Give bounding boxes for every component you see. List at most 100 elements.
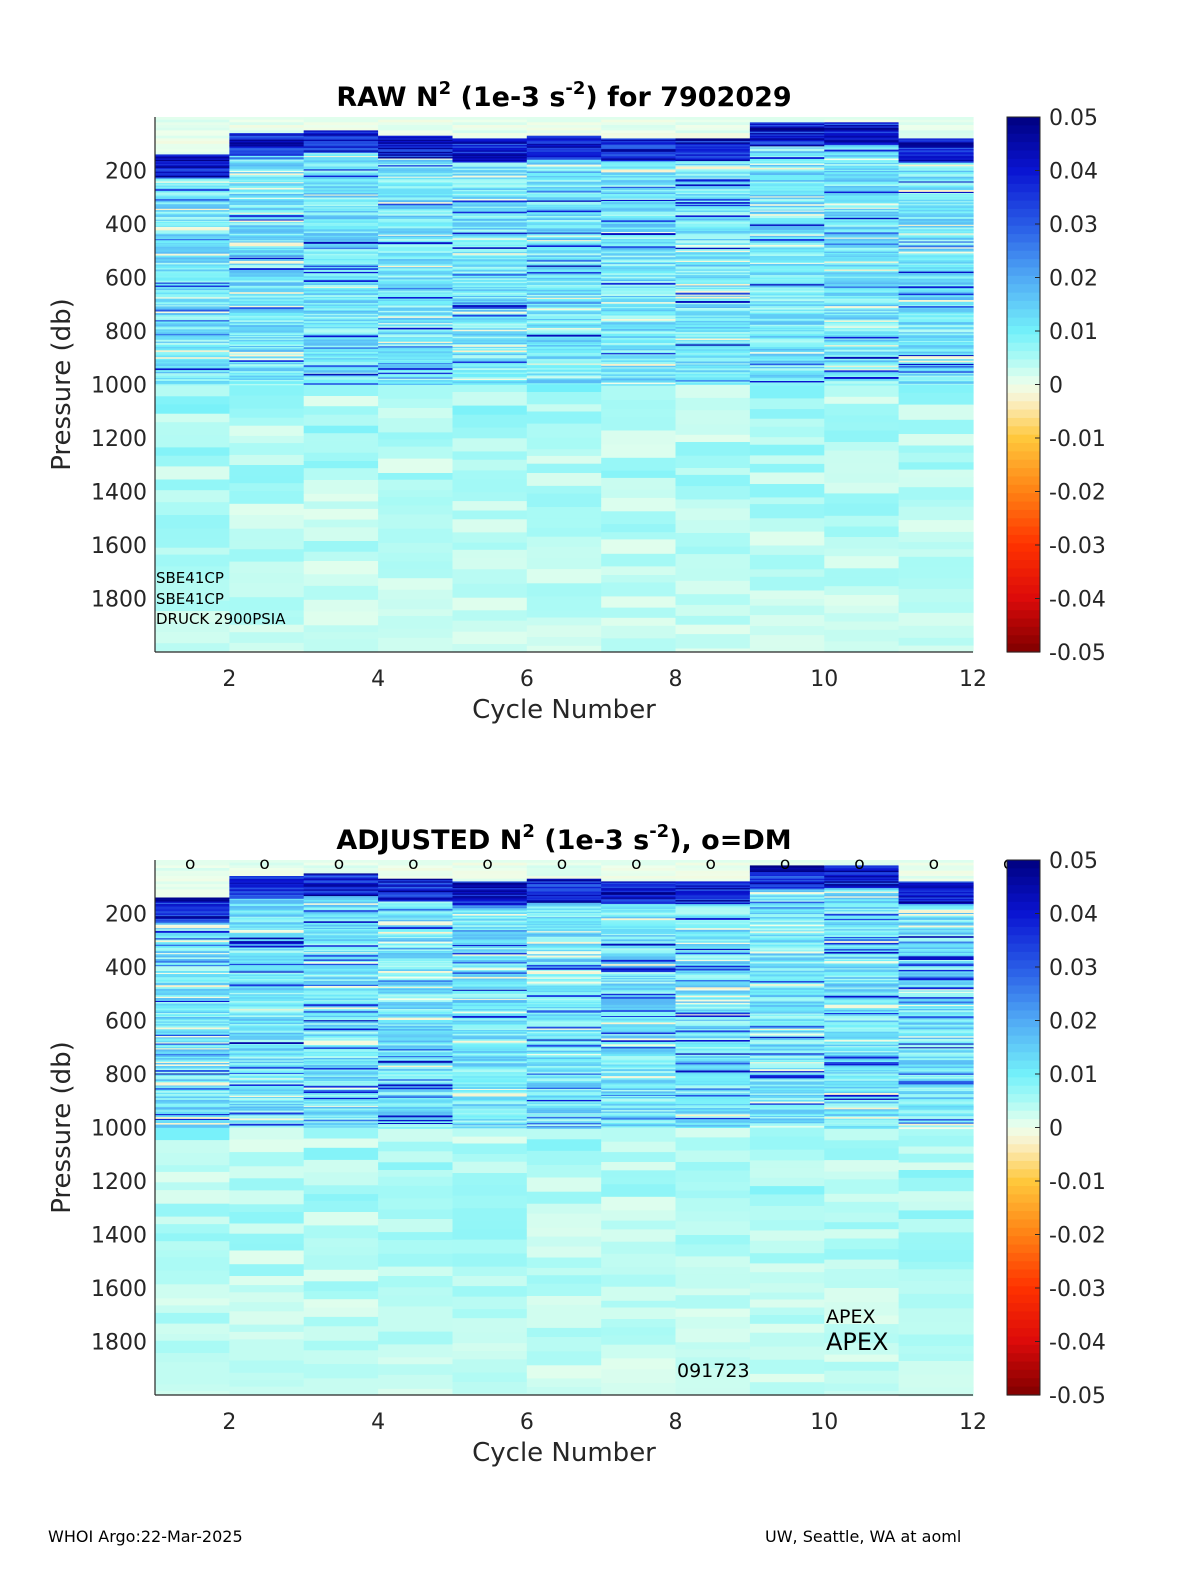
heatmap-cell xyxy=(229,192,305,195)
heatmap-cell xyxy=(526,949,602,952)
heatmap-cell xyxy=(749,315,825,318)
heatmap-cell xyxy=(898,962,974,964)
heatmap-cell xyxy=(824,928,900,930)
heatmap-cell xyxy=(749,1063,825,1066)
heatmap-cell xyxy=(526,1044,602,1048)
heatmap-cell xyxy=(155,971,230,974)
heatmap-cell xyxy=(229,1082,305,1085)
heatmap-cell xyxy=(749,287,825,290)
heatmap-cell xyxy=(303,365,379,368)
heatmap-cell xyxy=(601,147,677,150)
heatmap-cell xyxy=(303,299,379,301)
heatmap-cell xyxy=(601,378,677,381)
heatmap-cell xyxy=(155,1216,230,1225)
heatmap-cell xyxy=(675,290,751,294)
heatmap-cell xyxy=(452,1087,528,1090)
heatmap-cell xyxy=(378,1364,454,1376)
heatmap-cell xyxy=(824,230,900,233)
heatmap-cell xyxy=(898,1387,974,1396)
heatmap-cell xyxy=(749,141,825,143)
heatmap-cell xyxy=(601,873,677,877)
heatmap-cell xyxy=(675,905,751,908)
heatmap-cell xyxy=(303,378,379,381)
heatmap-cell xyxy=(898,1070,974,1073)
heatmap-cell xyxy=(601,278,677,281)
heatmap-cell xyxy=(526,250,602,253)
heatmap-cell xyxy=(898,900,974,902)
heatmap-cell xyxy=(526,870,602,874)
heatmap-cell xyxy=(229,1098,305,1101)
heatmap-cell xyxy=(749,569,825,578)
heatmap-cell xyxy=(749,146,825,148)
heatmap-cell xyxy=(898,248,974,251)
heatmap-cell xyxy=(229,979,305,981)
heatmap-cell xyxy=(898,159,974,162)
heatmap-cell xyxy=(155,932,230,935)
heatmap-cell xyxy=(303,960,379,963)
heatmap-cell xyxy=(526,1089,602,1091)
heatmap-cell xyxy=(601,292,677,295)
heatmap-cell xyxy=(303,899,379,903)
heatmap-cell xyxy=(378,368,454,371)
heatmap-cell xyxy=(378,964,454,967)
heatmap-cell xyxy=(452,119,528,123)
heatmap-cell xyxy=(675,322,751,324)
heatmap-cell xyxy=(155,538,230,549)
heatmap-cell xyxy=(824,165,900,168)
heatmap-cell xyxy=(452,920,528,923)
colorbar-swatch xyxy=(1007,434,1040,444)
heatmap-cell xyxy=(601,1014,677,1017)
heatmap-cell xyxy=(749,1167,825,1179)
heatmap-cell xyxy=(526,1067,602,1070)
heatmap-cell xyxy=(378,878,454,881)
heatmap-cell xyxy=(824,1302,900,1317)
heatmap-cell xyxy=(452,1016,528,1019)
heatmap-cell xyxy=(303,306,379,308)
heatmap-cell xyxy=(675,382,751,386)
heatmap-cell xyxy=(749,1069,825,1072)
heatmap-cell xyxy=(749,1046,825,1048)
heatmap-cell xyxy=(749,964,825,967)
heatmap-cell xyxy=(601,1108,677,1111)
heatmap-cell xyxy=(303,230,379,232)
heatmap-cell xyxy=(601,151,677,154)
heatmap-cell xyxy=(675,313,751,316)
heatmap-cell xyxy=(378,1064,454,1067)
heatmap-cell xyxy=(601,216,677,218)
heatmap-cell xyxy=(675,873,751,877)
heatmap-cell xyxy=(452,363,528,366)
heatmap-cell xyxy=(749,504,825,519)
heatmap-cell xyxy=(824,323,900,326)
heatmap-cell xyxy=(229,1152,305,1167)
heatmap-cell xyxy=(378,366,454,369)
heatmap-cell xyxy=(229,1020,305,1024)
heatmap-cell xyxy=(452,340,528,342)
heatmap-cell xyxy=(675,269,751,272)
heatmap-cell xyxy=(898,941,974,944)
heatmap-cell xyxy=(749,312,825,315)
heatmap-cell xyxy=(229,941,305,944)
heatmap-cell xyxy=(898,1045,974,1048)
heatmap-cell xyxy=(155,162,230,165)
heatmap-cell xyxy=(749,242,825,245)
heatmap-cell xyxy=(303,355,379,358)
heatmap-cell xyxy=(749,228,825,231)
heatmap-cell xyxy=(155,224,230,227)
heatmap-cell xyxy=(675,1068,751,1072)
heatmap-cell xyxy=(601,202,677,205)
heatmap-cell xyxy=(898,994,974,996)
heatmap-cell xyxy=(824,297,900,300)
heatmap-cell xyxy=(749,1081,825,1084)
heatmap-cell xyxy=(155,957,230,960)
heatmap-cell xyxy=(824,1117,900,1120)
heatmap-cell xyxy=(824,306,900,309)
heatmap-cell xyxy=(452,279,528,283)
heatmap-cell xyxy=(526,117,602,121)
heatmap-cell xyxy=(155,363,230,365)
heatmap-cell xyxy=(749,301,825,303)
heatmap-cell xyxy=(898,969,974,972)
heatmap-cell xyxy=(303,264,379,267)
heatmap-cell xyxy=(601,865,677,869)
x-tick-label: 12 xyxy=(959,1410,987,1435)
heatmap-cell xyxy=(303,310,379,314)
